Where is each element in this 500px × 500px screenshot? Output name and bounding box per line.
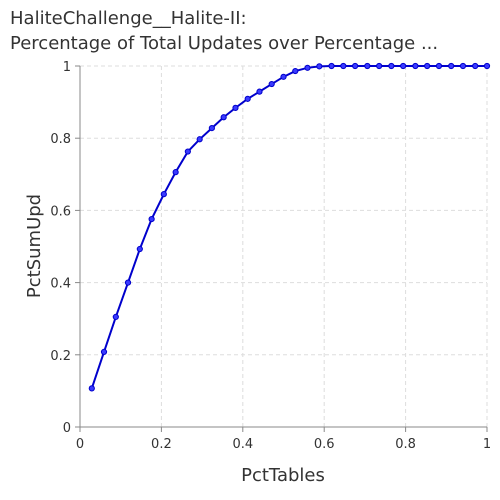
x-tick-label: 0.4 — [232, 437, 253, 452]
data-point — [124, 279, 132, 286]
data-point — [340, 62, 347, 70]
data-point — [184, 148, 191, 155]
data-point — [196, 136, 203, 143]
data-point — [483, 62, 491, 70]
data-point — [268, 80, 275, 88]
x-tick-label: 0 — [76, 437, 84, 452]
x-tick-label: 0.2 — [151, 437, 172, 452]
data-point — [220, 114, 227, 121]
data-point — [172, 169, 179, 176]
data-point — [160, 191, 167, 198]
chart-title-line-2: Percentage of Total Updates over Percent… — [10, 33, 439, 54]
series-line — [90, 65, 487, 389]
y-tick-label: 0.4 — [50, 277, 71, 292]
data-point — [232, 104, 239, 111]
data-point — [316, 63, 323, 70]
data-point — [459, 62, 467, 70]
data-point — [448, 62, 455, 70]
data-point — [88, 385, 95, 392]
y-tick-label: 0.8 — [50, 132, 71, 147]
x-axis-label: PctTables — [241, 465, 325, 486]
data-point — [256, 88, 263, 95]
data-point — [412, 62, 419, 70]
data-point — [388, 62, 395, 70]
data-point — [148, 215, 155, 223]
x-tick-label: 0.6 — [314, 437, 335, 452]
data-point — [112, 313, 119, 320]
data-point — [100, 348, 108, 356]
data-point — [400, 62, 407, 70]
x-tick-label: 1 — [483, 437, 491, 452]
data-point — [364, 62, 371, 70]
data-point — [304, 64, 311, 71]
chart-title-line-1: HaliteChallenge__Halite-II: — [10, 8, 247, 29]
axes: 0 0.2 0.4 0.6 0.8 1 0 0.2 0.4 0.6 0.8 1 — [50, 60, 491, 452]
data-point — [292, 67, 299, 75]
data-point — [435, 62, 443, 70]
data-point — [208, 124, 215, 132]
y-tick-label: 1 — [63, 60, 71, 75]
data-point — [244, 95, 251, 102]
y-tick-label: 0.6 — [50, 204, 71, 219]
y-tick-label: 0.2 — [50, 349, 71, 364]
y-tick-label: 0 — [63, 421, 71, 436]
data-point — [280, 73, 287, 80]
data-point — [424, 62, 431, 70]
x-tick-label: 0.8 — [395, 437, 416, 452]
data-point — [376, 62, 383, 70]
data-point — [328, 62, 335, 70]
data-point — [472, 62, 479, 70]
data-point — [136, 245, 143, 253]
series — [88, 62, 491, 392]
y-axis-label: PctSumUpd — [24, 194, 45, 298]
data-point — [352, 62, 359, 70]
